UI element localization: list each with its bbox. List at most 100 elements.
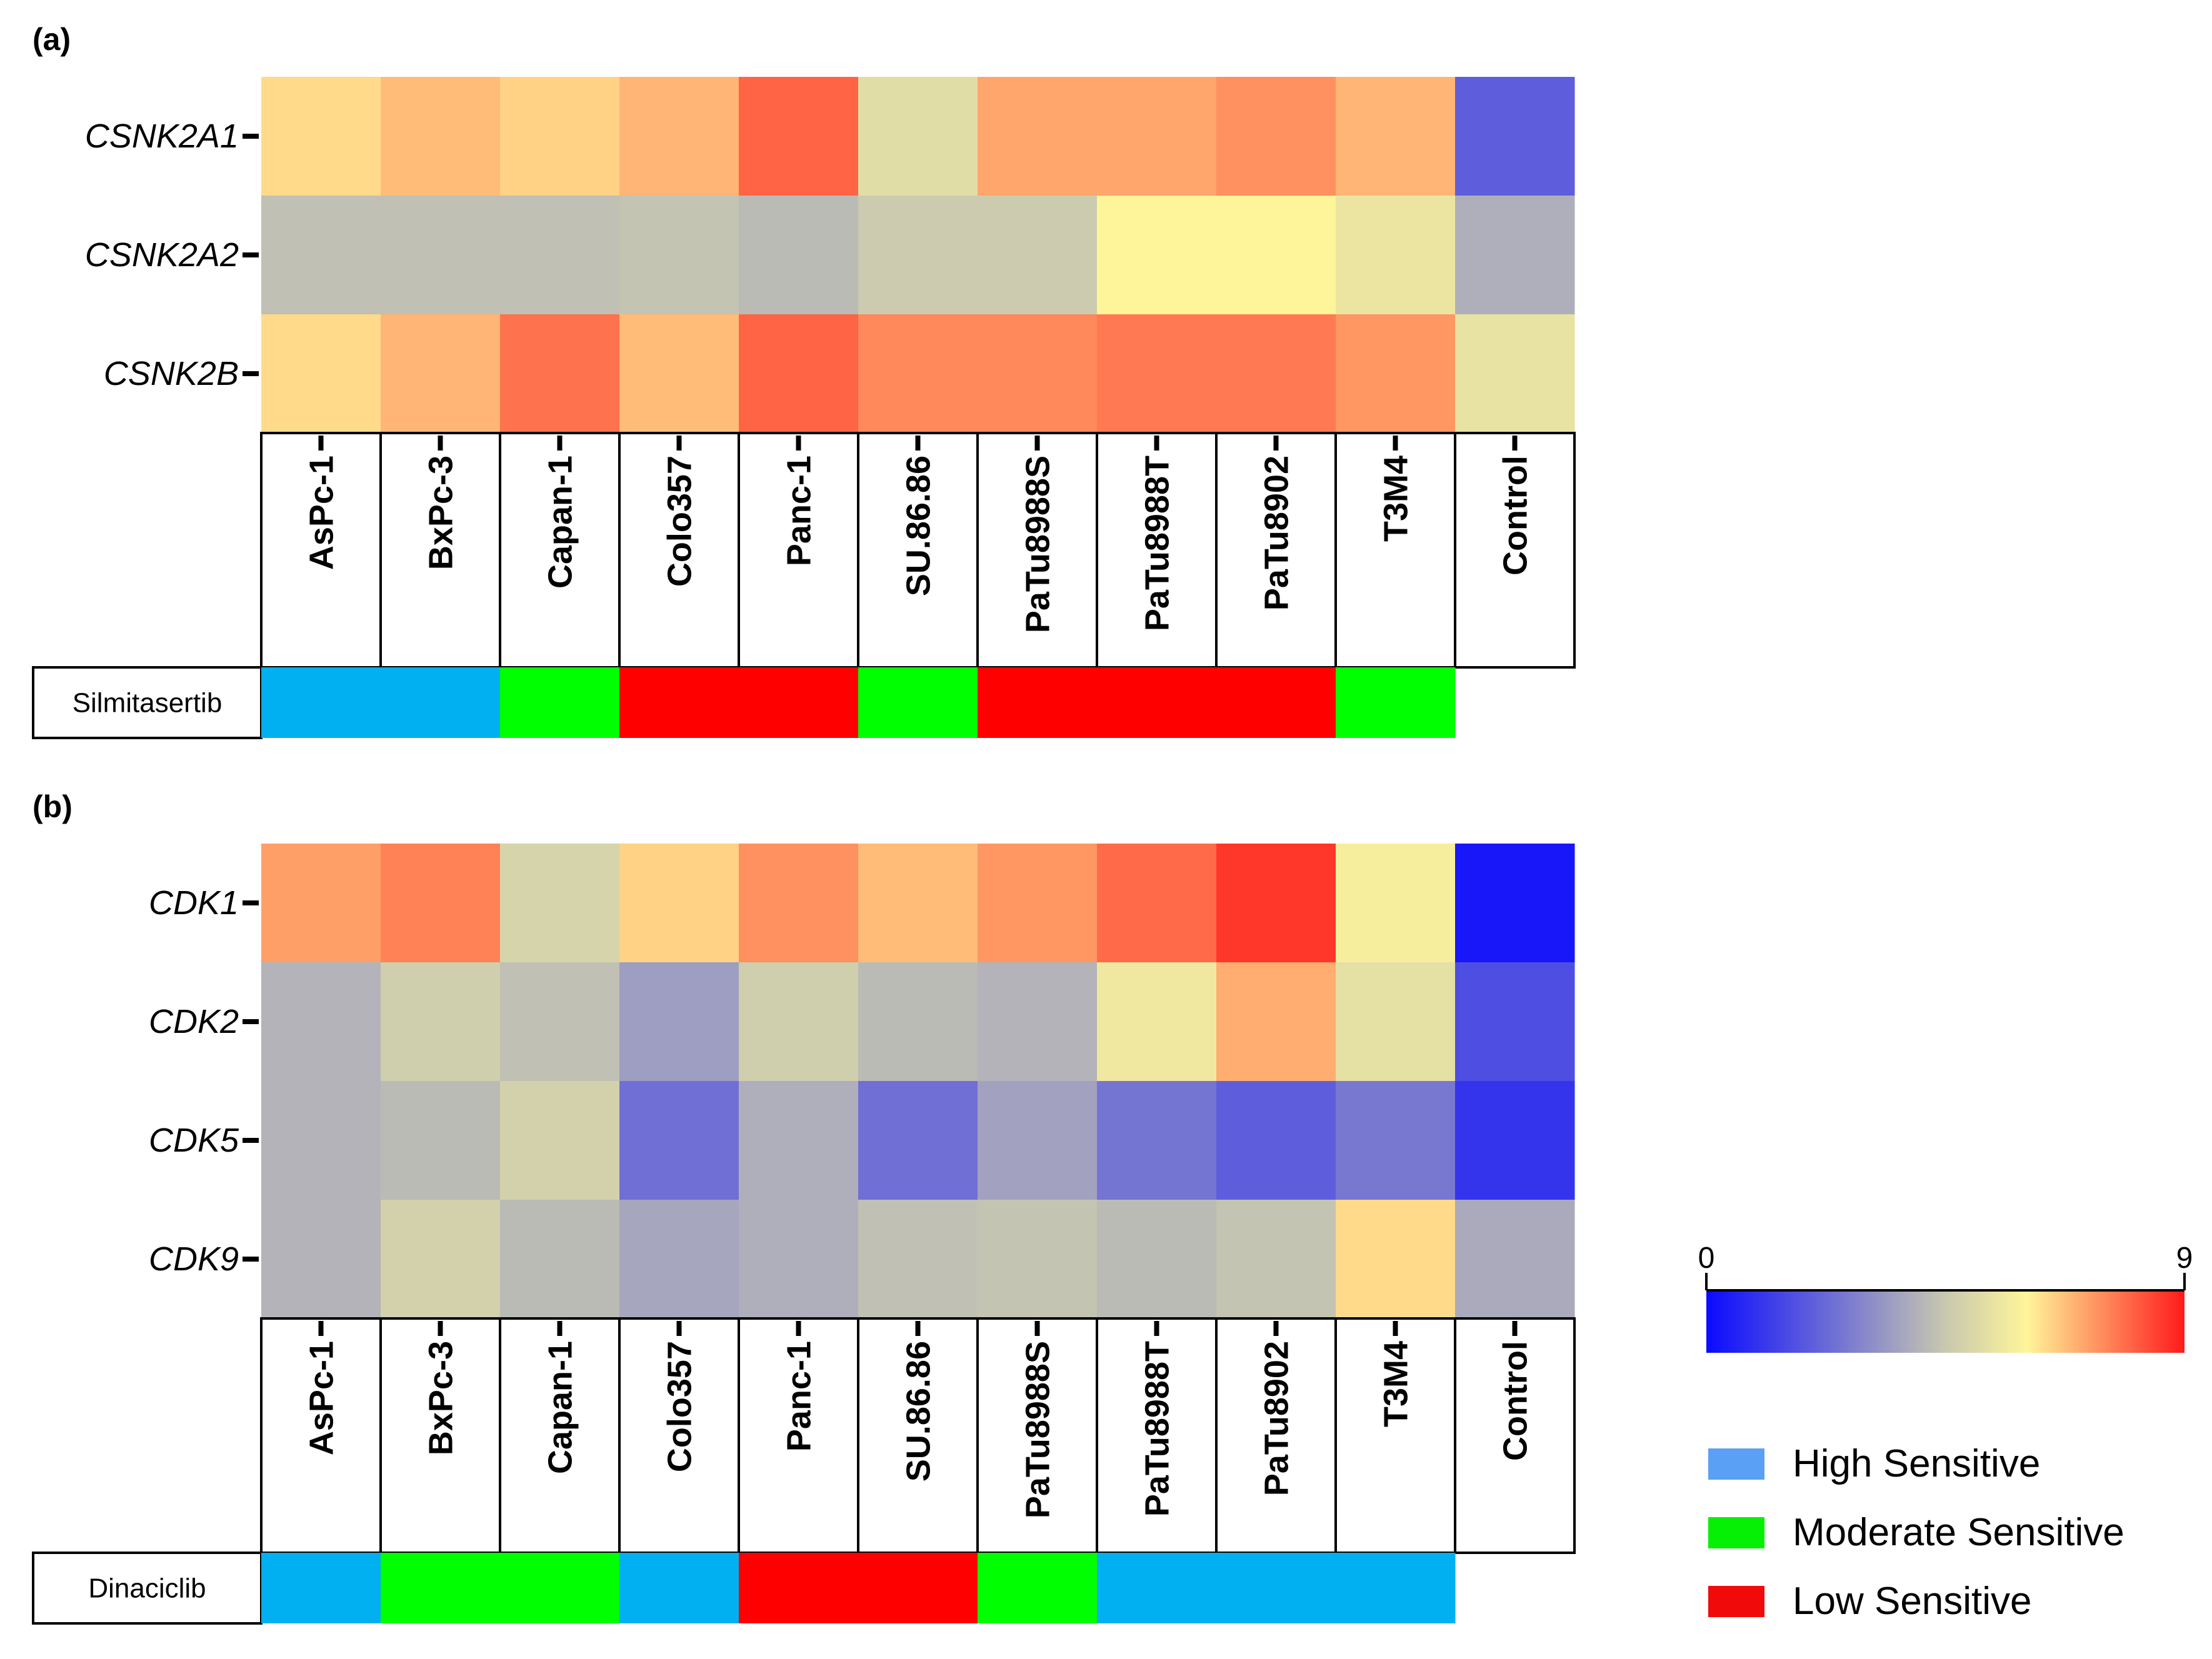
legend-swatch xyxy=(1708,1448,1764,1480)
heatmap-cell xyxy=(500,196,620,315)
sensitivity-cell xyxy=(381,667,501,738)
heatmap-cell xyxy=(978,844,1098,963)
heatmap-cell xyxy=(619,1081,739,1200)
heatmap-cell xyxy=(978,314,1098,434)
column-label: PaTu8988T xyxy=(1139,456,1176,631)
heatmap-cell xyxy=(261,962,381,1082)
sensitivity-cell xyxy=(1336,667,1456,738)
heatmap-cell xyxy=(739,77,859,196)
heatmap-cell xyxy=(1097,844,1217,963)
sensitivity-cell xyxy=(1216,1553,1336,1623)
heatmap-cell xyxy=(619,196,739,315)
panel-label: (a) xyxy=(33,22,71,57)
heatmap-cell xyxy=(978,1200,1098,1319)
heatmap-cell xyxy=(1336,1081,1456,1200)
sensitivity-cell xyxy=(261,667,381,738)
heatmap-cell xyxy=(1097,962,1217,1082)
column-label: AsPc-1 xyxy=(303,456,341,570)
color-scale-min-label: 0 xyxy=(1698,1242,1715,1275)
row-label: CSNK2B xyxy=(104,355,239,392)
sensitivity-cell xyxy=(1216,667,1336,738)
column-label: PaTu8988T xyxy=(1139,1341,1176,1517)
heatmap-cell xyxy=(1097,196,1217,315)
drug-label-box xyxy=(32,1552,263,1625)
heatmap-cell xyxy=(381,196,501,315)
sensitivity-cell xyxy=(500,1553,620,1623)
legend-swatch xyxy=(1708,1586,1764,1617)
heatmap-cell xyxy=(1336,962,1456,1082)
heatmap-cell xyxy=(381,844,501,963)
heatmap-cell xyxy=(978,77,1098,196)
heatmap-cell xyxy=(619,844,739,963)
heatmap-cell xyxy=(619,77,739,196)
heatmap-cell xyxy=(381,1081,501,1200)
heatmap-cell xyxy=(261,314,381,434)
heatmap-cell xyxy=(619,962,739,1082)
heatmap-cell xyxy=(261,196,381,315)
column-label: Capan-1 xyxy=(542,1341,579,1474)
heatmap-cell xyxy=(1216,196,1336,315)
column-label: BxPc-3 xyxy=(423,1341,460,1455)
heatmap-cell xyxy=(739,196,859,315)
column-label-box xyxy=(260,1317,1576,1554)
legend: 0 9 High Sensitive Moderate Sensitive Low Se… xyxy=(1698,1242,2193,1623)
column-label: Control xyxy=(1497,456,1534,575)
color-scale-max-label: 9 xyxy=(2176,1242,2193,1275)
heatmap-cell xyxy=(1336,196,1456,315)
column-label: PaTu8988S xyxy=(1019,1341,1057,1518)
heatmap-cell xyxy=(1097,314,1217,434)
row-label: CSNK2A1 xyxy=(85,117,239,155)
sensitivity-cell xyxy=(619,1553,739,1623)
heatmap-cell xyxy=(1455,77,1575,196)
heatmap-cell xyxy=(261,844,381,963)
column-label: Colo357 xyxy=(661,1341,699,1472)
heatmap-cell xyxy=(1336,1200,1456,1319)
heatmap-cell xyxy=(619,314,739,434)
sensitivity-cell xyxy=(1097,1553,1217,1623)
column-label: SU.86.86 xyxy=(900,456,938,596)
heatmap-cell xyxy=(978,196,1098,315)
sensitivity-cell xyxy=(500,667,620,738)
sensitivity-cell xyxy=(1097,667,1217,738)
row-label: CDK9 xyxy=(149,1240,239,1278)
heatmap-cell xyxy=(858,314,978,434)
heatmap-cell xyxy=(1216,844,1336,963)
legend-swatch xyxy=(1708,1517,1764,1548)
drug-label: Dinaciclib xyxy=(88,1573,206,1604)
heatmap-cell xyxy=(739,844,859,963)
heatmap-cell xyxy=(1455,962,1575,1082)
sensitivity-cell xyxy=(978,667,1098,738)
heatmap-cell xyxy=(1216,1081,1336,1200)
sensitivity-cell xyxy=(381,1553,501,1623)
panel-a: (a) CSNK2A1 CSNK2A2 CSNK2B AsPc-1 BxPc-3 Capan… xyxy=(32,22,1576,739)
heatmap-cell xyxy=(1216,77,1336,196)
heatmap-cell xyxy=(978,1081,1098,1200)
column-label: AsPc-1 xyxy=(303,1341,341,1455)
column-label: PaTu8902 xyxy=(1258,456,1296,610)
column-label: SU.86.86 xyxy=(900,1341,938,1482)
heatmap-cell xyxy=(1216,1200,1336,1319)
panel-b: (b) CDK1 CDK2 CDK5 CDK9 AsPc-1 BxPc-3 Capan-1 Co… xyxy=(32,789,1576,1625)
heatmap-cell xyxy=(1097,1200,1217,1319)
heatmap-cell xyxy=(500,844,620,963)
heatmap-cell xyxy=(500,962,620,1082)
heatmap-cell xyxy=(500,77,620,196)
legend-label: High Sensitive xyxy=(1793,1442,2040,1485)
row-label: CDK2 xyxy=(149,1003,239,1040)
sensitivity-cell xyxy=(978,1553,1098,1623)
column-label: PaTu8902 xyxy=(1258,1341,1296,1496)
heatmap-cell xyxy=(1455,1200,1575,1319)
heatmap-cell xyxy=(858,962,978,1082)
legend-label: Low Sensitive xyxy=(1793,1580,2032,1623)
sensitivity-cell xyxy=(1336,1553,1456,1623)
legend-label: Moderate Sensitive xyxy=(1793,1511,2124,1554)
heatmap-cell xyxy=(381,314,501,434)
column-label: Colo357 xyxy=(661,456,699,587)
sensitivity-cell xyxy=(858,667,978,738)
heatmap-cell xyxy=(381,1200,501,1319)
heatmap-cell xyxy=(1455,314,1575,434)
heatmap-cell xyxy=(1336,77,1456,196)
panel-label: (b) xyxy=(33,789,73,824)
heatmap-cell xyxy=(858,196,978,315)
